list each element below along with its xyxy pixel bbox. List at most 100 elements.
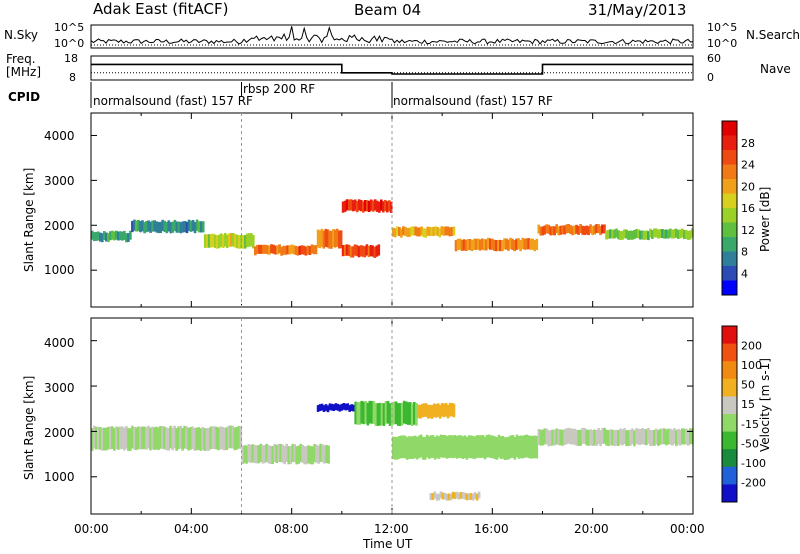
velocity-band-0-cell [227,425,231,449]
power-band-10-cell [667,229,670,239]
velocity-band-6-cell [557,429,560,446]
velocity-band-6-cell [611,429,614,446]
power-band-8-cell [458,238,462,250]
velocity-colorbar-swatch [722,343,737,362]
power-band-0-cell [123,230,126,240]
velocity-band-0-cell [189,427,192,450]
power-band-2-cell [230,233,233,247]
power-band-2-cell [238,235,241,249]
noise-sky-line [90,25,694,45]
power-band-9-cell [569,225,572,235]
velocity-band-7-cell [455,491,459,499]
power-band-0-cell [111,230,114,240]
velocity-band-0-cell [93,425,96,449]
velocity-band-0-cell [203,428,206,451]
power-band-1-cell [159,221,162,233]
power-colorbar-tick: 8 [741,246,748,259]
velocity-band-0-cell [235,427,239,450]
velocity-colorbar-tick: -200 [741,476,766,489]
velocity-band-6-cell [593,429,596,446]
power-band-1-cell [181,221,185,233]
power-band-8-cell [513,240,516,252]
velocity-band-3-cell [354,401,357,425]
velocity-band-3-cell [394,401,398,425]
velocity-band-1-cell [307,445,310,464]
velocity-band-6-cell [575,429,578,446]
power-ytick-1000: 1000 [44,263,75,277]
power-band-8-cell [527,238,530,250]
velocity-band-3-cell [380,402,384,426]
power-band-3-cell [272,244,275,254]
velocity-band-0-cell [207,428,210,451]
power-band-3-cell [308,246,312,255]
velocity-band-2-cell [352,404,355,412]
power-band-10-cell [617,230,620,240]
power-band-2-cell [223,233,227,247]
power-band-9-cell [551,226,554,236]
velocity-band-5-cell [404,435,407,459]
power-band-10-cell [621,230,624,240]
velocity-band-4-cell [417,404,420,419]
power-band-3-cell [296,246,300,256]
power-band-3-cell [256,244,259,254]
power-band-0-cell [105,232,108,242]
power-band-0-cell [125,233,128,243]
power-band-1-cell [157,221,160,234]
power-band-7-cell [434,226,438,236]
power-band-8-cell [495,240,498,252]
velocity-band-4-cell [421,403,424,418]
velocity-band-1-cell [255,445,259,464]
velocity-band-2-cell [326,405,330,413]
power-band-9-cell [537,224,541,234]
power-band-3-cell [304,246,308,256]
power-band-8-cell [462,239,466,251]
power-band-0-cell [119,231,122,241]
power-band-1-cell [189,220,193,232]
power-band-3-cell [292,245,296,255]
power-band-1-cell [169,222,173,234]
power-band-5-cell [375,245,379,257]
site-title: Adak East (fitACF) [93,0,229,18]
power-band-4-cell [332,229,335,247]
velocity-band-6-cell [591,430,594,446]
velocity-band-1-cell [287,446,290,465]
power-band-9-cell [581,225,584,235]
power-colorbar-swatch [722,251,737,267]
power-band-7-cell [430,227,433,237]
velocity-band-1-cell [289,446,292,465]
velocity-band-5-cell [499,436,503,459]
power-band-4-cell [318,230,322,249]
velocity-band-0-cell [205,428,208,451]
velocity-band-5-cell [402,435,405,459]
velocity-band-6-cell [673,428,676,444]
power-band-10-cell [649,228,652,238]
velocity-band-5-cell [433,437,437,460]
power-colorbar-swatch [722,164,737,180]
velocity-band-7-cell [469,493,473,500]
power-band-10-cell [609,229,612,239]
power-band-10-cell [675,228,678,238]
velocity-band-5-cell [415,436,419,460]
power-band-4-cell [322,230,325,249]
velocity-band-5-cell [487,434,491,458]
velocity-band-5-cell [463,435,467,459]
power-band-3-cell [300,245,304,255]
power-band-9-cell [567,224,570,233]
power-band-1-cell [135,220,138,232]
power-band-0-cell [91,230,94,240]
velocity-ytick-4000: 4000 [44,336,75,350]
power-band-10-cell [611,229,614,239]
velocity-band-0-cell [159,426,162,449]
xtick-6: 00:00 [670,522,705,536]
power-band-1-cell [137,220,140,232]
power-band-7-cell [442,226,446,236]
velocity-band-7-cell [467,493,471,501]
velocity-band-3-cell [384,401,388,424]
power-colorbar-tick: 24 [741,159,755,172]
velocity-band-0-cell [181,427,184,451]
power-band-4-cell [330,230,333,249]
power-band-6-cell [353,199,357,211]
velocity-band-7-cell [463,492,467,500]
velocity-band-5-cell [411,436,415,459]
velocity-band-6-cell [669,428,672,445]
